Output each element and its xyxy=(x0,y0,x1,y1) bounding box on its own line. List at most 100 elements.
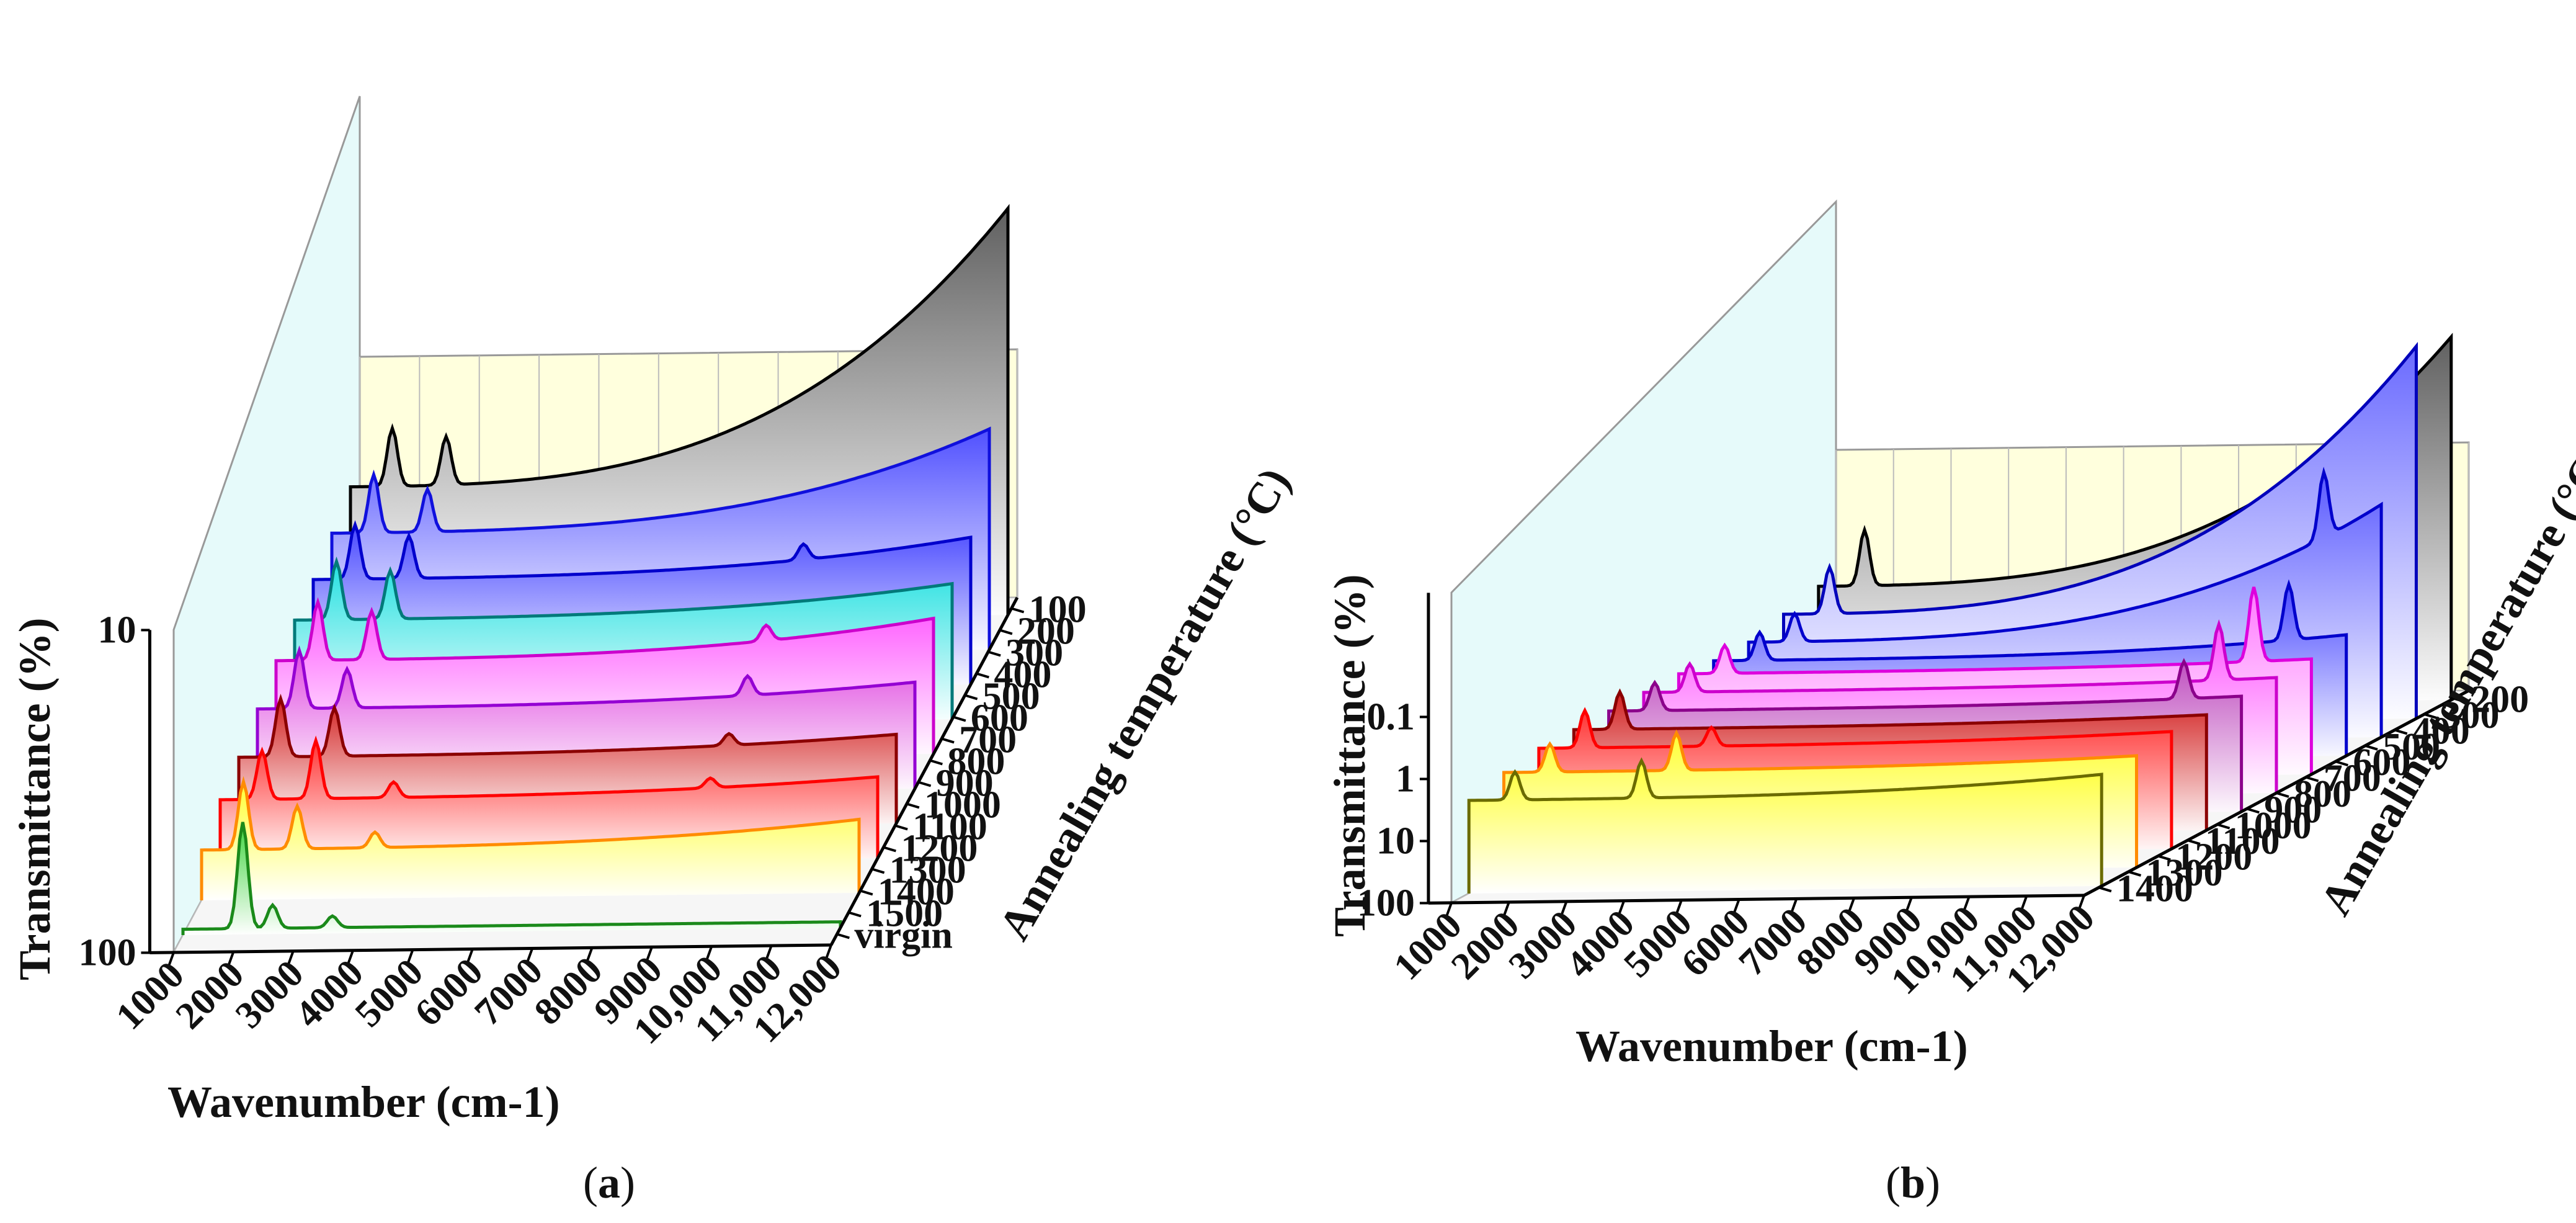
z-tick xyxy=(941,737,955,744)
x-tick xyxy=(1848,897,1855,913)
x-tick xyxy=(466,948,474,964)
x-tick xyxy=(2020,895,2028,910)
z-tick-label: 1200 xyxy=(901,828,978,870)
series-line xyxy=(349,204,1010,622)
x-tick xyxy=(705,946,713,961)
z-tick xyxy=(953,715,966,722)
z-tick-label: 1100 xyxy=(912,806,987,848)
z-tick-label: 1300 xyxy=(889,849,966,892)
y-tick-label: 1 xyxy=(1396,758,1415,800)
series-line xyxy=(256,645,917,796)
x-tick xyxy=(1790,898,1798,913)
z-tick xyxy=(2246,807,2260,814)
series-line xyxy=(181,822,842,935)
z-tick-label: 800 xyxy=(947,741,1005,783)
z-tick-label: 200 xyxy=(1017,611,1075,653)
z-tick xyxy=(2098,886,2112,893)
z-tick-label: 700 xyxy=(959,719,1017,761)
panel-b-y-axis-title: Transmittance (%) xyxy=(1325,574,1375,937)
series-line xyxy=(1712,579,2348,764)
z-tick-label: 200 xyxy=(2471,679,2529,721)
x-axis xyxy=(149,943,832,954)
z-tick-label: 100 xyxy=(1029,589,1087,631)
series-line xyxy=(1607,658,2244,820)
panel-a-y-axis-title: Transmittance (%) xyxy=(10,617,60,980)
y-tick-label: 100 xyxy=(1357,882,1415,924)
z-tick-label: 300 xyxy=(2441,694,2499,737)
series-line xyxy=(330,426,991,657)
z-tick xyxy=(2128,871,2142,877)
z-tick xyxy=(2335,760,2348,767)
z-tick xyxy=(860,889,873,896)
z-tick xyxy=(2394,728,2408,735)
z-tick-label: 1400 xyxy=(878,871,955,913)
panel-b: 10002000300040005000600070008000900010,0… xyxy=(1325,199,2576,1207)
z-tick xyxy=(2364,744,2378,751)
z-tick xyxy=(2187,839,2201,846)
series-line xyxy=(1747,467,2383,745)
x-tick xyxy=(1445,902,1453,917)
z-tick-label: 500 xyxy=(2382,726,2440,768)
z-tick xyxy=(1011,607,1025,614)
z-tick xyxy=(871,867,885,874)
series-line xyxy=(200,776,861,900)
z-tick-label: 1100 xyxy=(2205,820,2280,862)
x-tick xyxy=(1732,898,1740,914)
z-tick-label: 400 xyxy=(2412,710,2470,752)
x-tick xyxy=(1502,902,1510,916)
series-1500 xyxy=(200,776,861,900)
series-line xyxy=(311,520,973,692)
z-tick xyxy=(883,846,896,853)
x-tick xyxy=(347,950,354,965)
z-tick xyxy=(848,911,862,918)
series-fill xyxy=(202,781,859,900)
x-tick xyxy=(1963,896,1971,911)
z-tick xyxy=(894,824,908,831)
z-tick-label: 900 xyxy=(2264,789,2322,831)
x-axis xyxy=(1428,894,2085,905)
series-line xyxy=(1537,707,2173,857)
z-tick-label: virgin xyxy=(854,915,952,957)
series-line xyxy=(218,735,880,866)
series-line xyxy=(293,556,954,727)
y-tick-label: 10 xyxy=(1376,820,1415,862)
panel-b-x-axis-title: Wavenumber (cm-1) xyxy=(1575,1021,1968,1071)
z-tick xyxy=(2157,854,2171,861)
series-line xyxy=(1467,757,2103,894)
z-tick xyxy=(2423,713,2438,719)
z-tick xyxy=(906,802,920,809)
z-tick xyxy=(929,759,943,766)
series-fill xyxy=(1469,761,2102,894)
panel-a-series xyxy=(181,204,1010,935)
x-tick xyxy=(1618,900,1626,915)
x-tick xyxy=(646,946,653,961)
x-tick xyxy=(287,951,295,965)
z-tick-label: 1000 xyxy=(2235,805,2312,847)
panel-b-series xyxy=(1467,333,2453,894)
series-line xyxy=(1677,586,2313,782)
z-tick xyxy=(836,933,850,939)
series-line xyxy=(1572,688,2208,838)
series-1400 xyxy=(1467,757,2103,894)
z-tick xyxy=(2276,792,2289,798)
x-tick xyxy=(1675,899,1683,915)
z-tick xyxy=(918,781,932,787)
x-tick xyxy=(167,952,175,967)
z-tick-label: 1200 xyxy=(2175,836,2252,879)
y-tick-label: 100 xyxy=(78,931,136,974)
z-tick xyxy=(987,650,1001,657)
x-tick xyxy=(526,947,534,963)
z-axis xyxy=(829,596,1019,946)
z-tick xyxy=(2306,776,2319,782)
z-tick-label: 1500 xyxy=(866,893,943,935)
series-line xyxy=(237,694,898,831)
y-tick-label: 10 xyxy=(97,609,136,651)
panel-a: 10002000300040005000600070008000900010,0… xyxy=(10,96,1300,1207)
panel-b-label: (b) xyxy=(1886,1158,1940,1207)
z-tick-label: 300 xyxy=(1005,632,1063,674)
z-tick-label: 600 xyxy=(2353,741,2410,784)
x-tick xyxy=(765,945,773,960)
z-tick xyxy=(2217,823,2231,830)
series-line xyxy=(1502,729,2139,876)
